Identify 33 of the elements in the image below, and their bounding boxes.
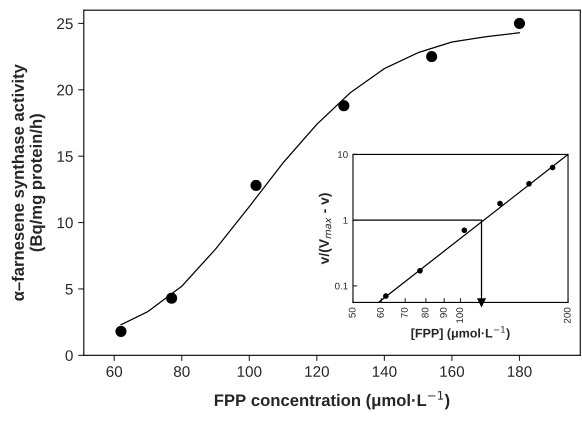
- y-tick-label: 15: [58, 151, 73, 162]
- y-tick-label: 0.1: [334, 282, 348, 290]
- x-tick-label: 80: [174, 366, 190, 377]
- x-axis-title: FPP concentration (μmol·L$^{−1}$): [214, 391, 450, 410]
- y-tick-label: 0: [65, 350, 73, 362]
- x-tick-label: 70: [400, 308, 408, 318]
- x-tick-label: 140: [372, 366, 397, 377]
- x-tick-label: 100: [238, 366, 262, 377]
- point: [115, 326, 127, 337]
- x-tick-label: 180: [508, 366, 532, 377]
- x-tick-label: 160: [440, 366, 464, 377]
- point: [166, 292, 178, 304]
- y-axis-title: v/(V$_{max}$ - v): [318, 193, 332, 264]
- y-tick-label: 10: [338, 151, 348, 158]
- point: [514, 18, 526, 29]
- point: [250, 180, 262, 191]
- x-axis-title: [FPP] (μmol·L$^{−1}$): [411, 326, 510, 340]
- y-tick-label: 1: [343, 216, 348, 224]
- y-tick-label: 5: [66, 284, 73, 295]
- x-tick-label: 100: [456, 308, 464, 323]
- point: [426, 51, 438, 62]
- x-tick-label: 80: [422, 308, 428, 318]
- y-tick-label: 20: [57, 84, 73, 96]
- x-tick-label: 90: [440, 308, 447, 318]
- x-tick-label: 120: [305, 366, 329, 377]
- x-tick-label: 50: [348, 308, 356, 318]
- y-tick-label: 10: [58, 217, 73, 228]
- x-tick-label: 60: [376, 308, 384, 318]
- y-axis-title: α–farnesene synthase activity (Bq/mg protein/h): [12, 64, 46, 301]
- x-tick-label: 200: [564, 308, 571, 324]
- x-tick-label: 60: [106, 366, 122, 377]
- y-tick-label: 25: [57, 18, 73, 30]
- point: [338, 100, 350, 112]
